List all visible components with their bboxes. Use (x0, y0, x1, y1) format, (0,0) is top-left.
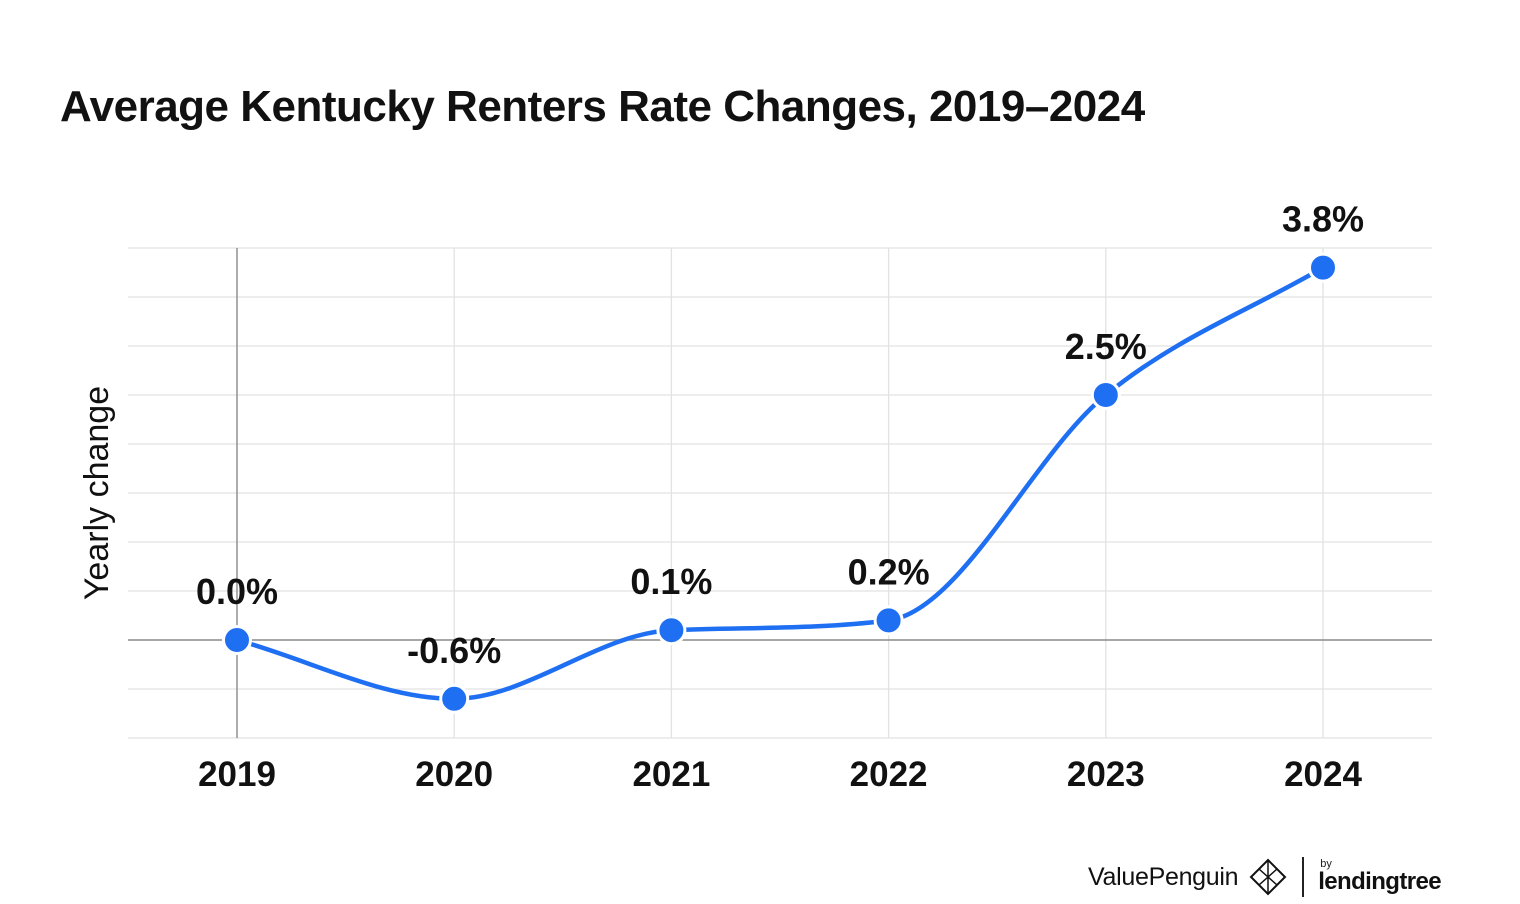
data-label: 0.2% (848, 551, 930, 592)
data-label: 3.8% (1282, 199, 1364, 240)
x-axis-tick-labels: 2019 2020 2021 2022 2023 2024 (198, 755, 1362, 794)
data-point (873, 605, 904, 636)
data-point (222, 625, 252, 655)
penguin-diamond-icon (1249, 858, 1287, 896)
x-tick-label: 2022 (850, 755, 928, 794)
valuepenguin-logo-text: ValuePenguin (1088, 862, 1239, 891)
data-label: 0.1% (630, 561, 712, 602)
data-points (222, 252, 1338, 714)
data-label: 0.0% (196, 571, 278, 612)
brand-separator (1302, 857, 1305, 897)
x-tick-label: 2019 (198, 755, 276, 794)
vertical-gridlines (236, 248, 1324, 738)
x-tick-label: 2020 (415, 755, 493, 794)
y-axis-label: Yearly change (78, 386, 116, 600)
x-tick-label: 2024 (1284, 755, 1362, 794)
data-label: -0.6% (407, 630, 501, 671)
lendingtree-logo: by lendingtree (1318, 858, 1441, 896)
x-tick-label: 2021 (632, 755, 710, 794)
horizontal-gridlines (128, 247, 1432, 739)
lendingtree-logo-text: lendingtree (1318, 868, 1441, 895)
data-labels: 0.0% -0.6% 0.1% 0.2% 2.5% 3.8% (196, 199, 1364, 671)
data-point (656, 615, 687, 646)
data-point (1308, 252, 1338, 283)
data-label: 2.5% (1065, 326, 1147, 367)
data-point (1090, 380, 1121, 410)
by-label: by (1320, 858, 1332, 870)
x-tick-label: 2023 (1067, 755, 1145, 794)
brand-footer: ValuePenguin by lendingtree (1088, 852, 1442, 902)
series-line (234, 265, 1326, 702)
data-point (439, 683, 470, 714)
chart-title: Average Kentucky Renters Rate Changes, 2… (60, 82, 1145, 131)
